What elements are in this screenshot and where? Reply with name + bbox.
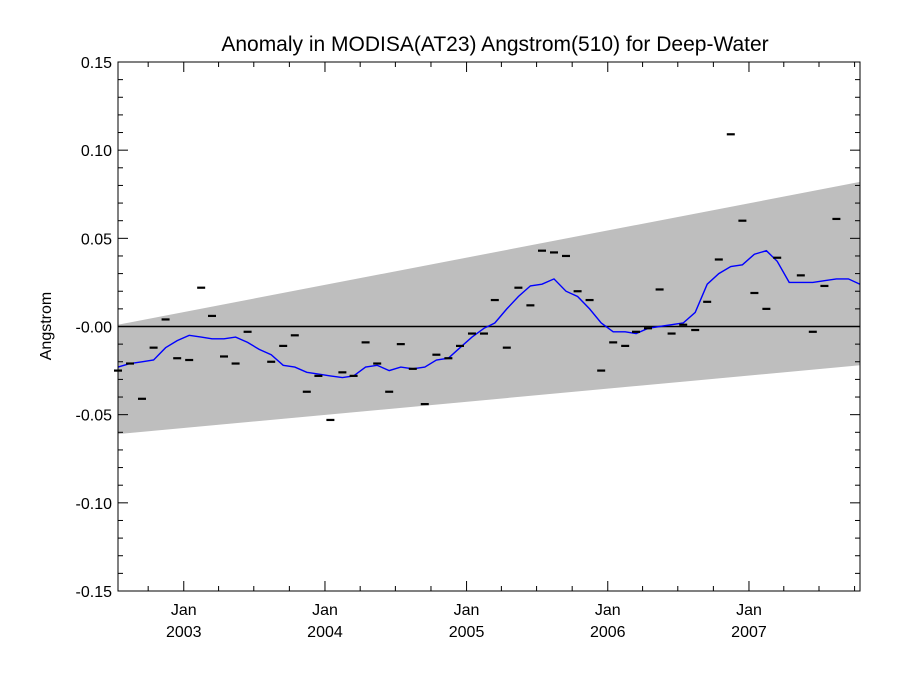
x-tick-month-2: Jan	[454, 602, 480, 619]
y-tick-label-2: 0.05	[81, 231, 112, 248]
chart-title: Anomaly in MODISA(AT23) Angstrom(510) fo…	[221, 33, 768, 56]
x-tick-month-0: Jan	[171, 602, 197, 619]
x-tick-year-1: 2004	[307, 624, 343, 641]
x-axis-ticks: Jan 2003 Jan 2004 Jan 2005 Jan 2006 Jan 2007	[147, 62, 856, 641]
y-tick-label-1: 0.10	[81, 143, 112, 160]
x-tick-year-2: 2005	[449, 624, 485, 641]
x-tick-month-4: Jan	[736, 602, 762, 619]
y-tick-label-0: 0.15	[81, 55, 112, 72]
uncertainty-band	[118, 181, 860, 435]
mean-line	[117, 249, 861, 379]
running-mean-series	[117, 249, 861, 379]
y-axis-label: Angstrom	[38, 292, 55, 360]
band-polygon	[118, 181, 860, 435]
x-tick-year-0: 2003	[166, 624, 202, 641]
x-tick-year-3: 2006	[590, 624, 626, 641]
y-tick-label-3: -0.00	[76, 320, 113, 337]
y-tick-label-5: -0.10	[76, 496, 113, 513]
x-tick-month-3: Jan	[595, 602, 621, 619]
x-tick-year-4: 2007	[731, 624, 767, 641]
y-tick-label-4: -0.05	[76, 408, 113, 425]
x-tick-month-1: Jan	[312, 602, 338, 619]
y-axis-ticks: 0.15 0.10 0.05 -0.00 -0.05 -0.10 -0.15	[76, 55, 860, 601]
y-tick-label-6: -0.15	[76, 584, 113, 601]
monthly-anomaly-points	[114, 133, 841, 422]
